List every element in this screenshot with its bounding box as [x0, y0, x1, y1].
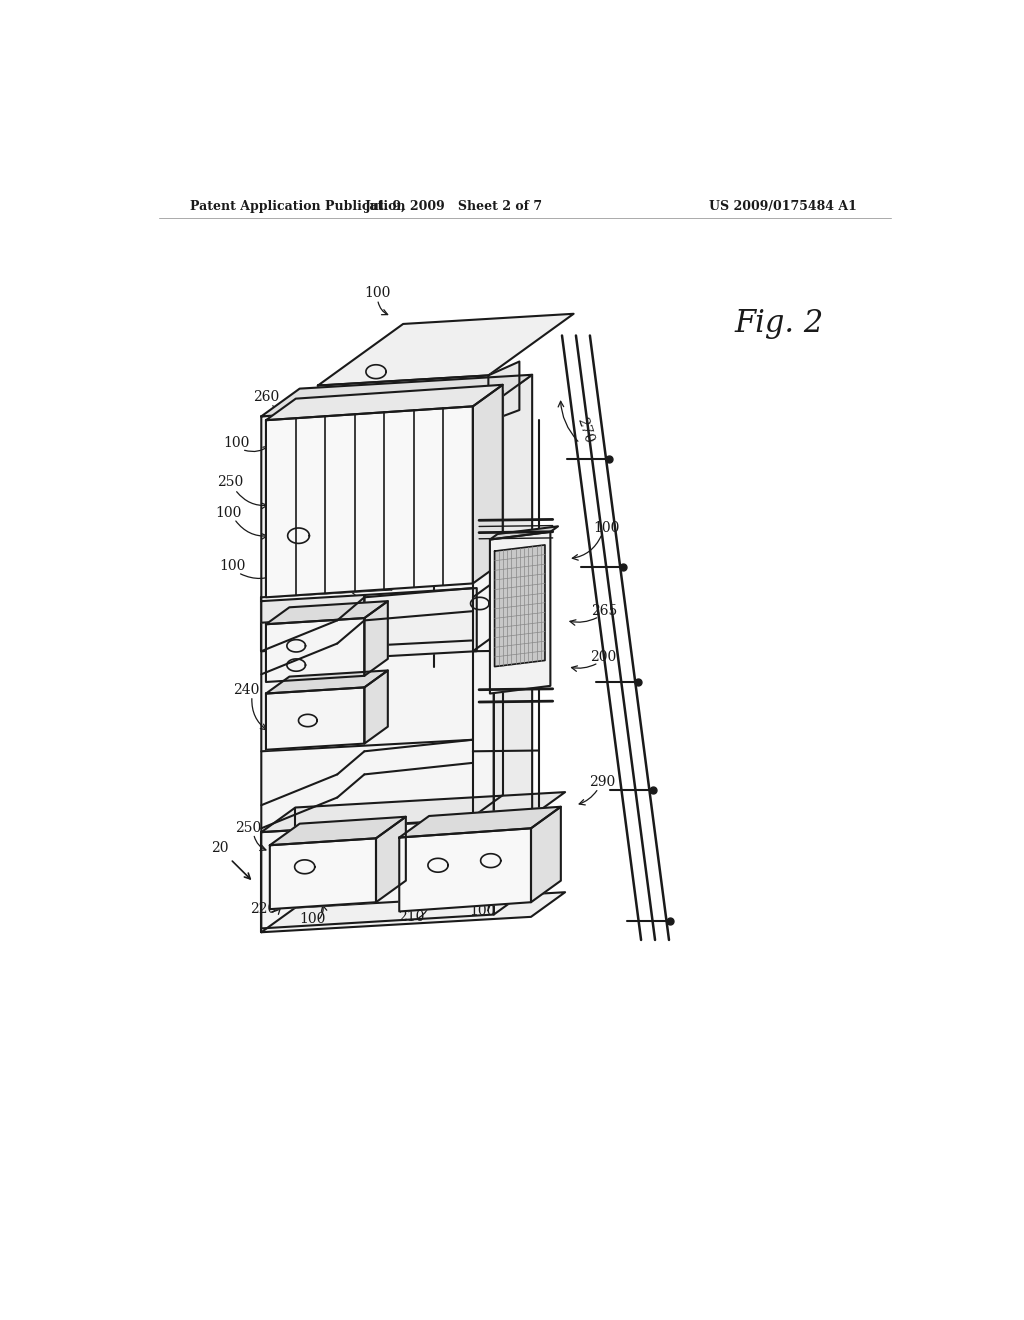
Text: 280: 280 — [332, 572, 358, 585]
Polygon shape — [266, 407, 473, 597]
Polygon shape — [365, 589, 477, 657]
Polygon shape — [365, 601, 388, 676]
Polygon shape — [266, 688, 365, 750]
Text: 100: 100 — [216, 506, 242, 520]
Polygon shape — [261, 792, 565, 832]
Polygon shape — [261, 375, 532, 416]
Text: 100: 100 — [219, 560, 246, 573]
Polygon shape — [399, 829, 531, 911]
Polygon shape — [489, 527, 558, 540]
Text: 100: 100 — [299, 912, 326, 927]
Polygon shape — [531, 807, 561, 903]
Text: Patent Application Publication: Patent Application Publication — [190, 199, 406, 213]
Polygon shape — [266, 618, 365, 682]
Polygon shape — [261, 595, 365, 623]
Polygon shape — [317, 314, 573, 385]
Polygon shape — [266, 601, 388, 624]
Polygon shape — [473, 385, 503, 583]
Text: 100: 100 — [365, 286, 391, 300]
Text: US 2009/0175484 A1: US 2009/0175484 A1 — [709, 199, 856, 213]
Text: 210: 210 — [397, 909, 424, 924]
Polygon shape — [261, 403, 494, 928]
Polygon shape — [270, 817, 406, 845]
Polygon shape — [488, 362, 519, 421]
Text: Fig. 2: Fig. 2 — [734, 309, 823, 339]
Text: Jul. 9, 2009   Sheet 2 of 7: Jul. 9, 2009 Sheet 2 of 7 — [365, 199, 543, 213]
Polygon shape — [270, 838, 376, 909]
Polygon shape — [489, 532, 550, 693]
Text: 100: 100 — [594, 521, 621, 535]
Polygon shape — [261, 892, 565, 932]
Polygon shape — [317, 375, 488, 395]
Text: 250: 250 — [217, 475, 244, 488]
Polygon shape — [365, 671, 388, 743]
Text: 290: 290 — [589, 775, 615, 789]
Text: 250: 250 — [234, 821, 261, 836]
Text: 20: 20 — [211, 841, 228, 854]
Text: 220: 220 — [251, 902, 276, 916]
Polygon shape — [266, 671, 388, 693]
Text: 100: 100 — [469, 904, 496, 919]
Text: 265: 265 — [592, 605, 617, 618]
Text: 260: 260 — [253, 391, 280, 404]
Text: 270: 270 — [574, 416, 596, 445]
Polygon shape — [495, 545, 545, 667]
Text: 240: 240 — [233, 682, 260, 697]
Polygon shape — [266, 385, 503, 420]
Polygon shape — [376, 817, 406, 903]
Polygon shape — [399, 807, 561, 837]
Polygon shape — [494, 375, 532, 915]
Text: 200: 200 — [590, 651, 616, 664]
Text: 100: 100 — [223, 437, 250, 450]
